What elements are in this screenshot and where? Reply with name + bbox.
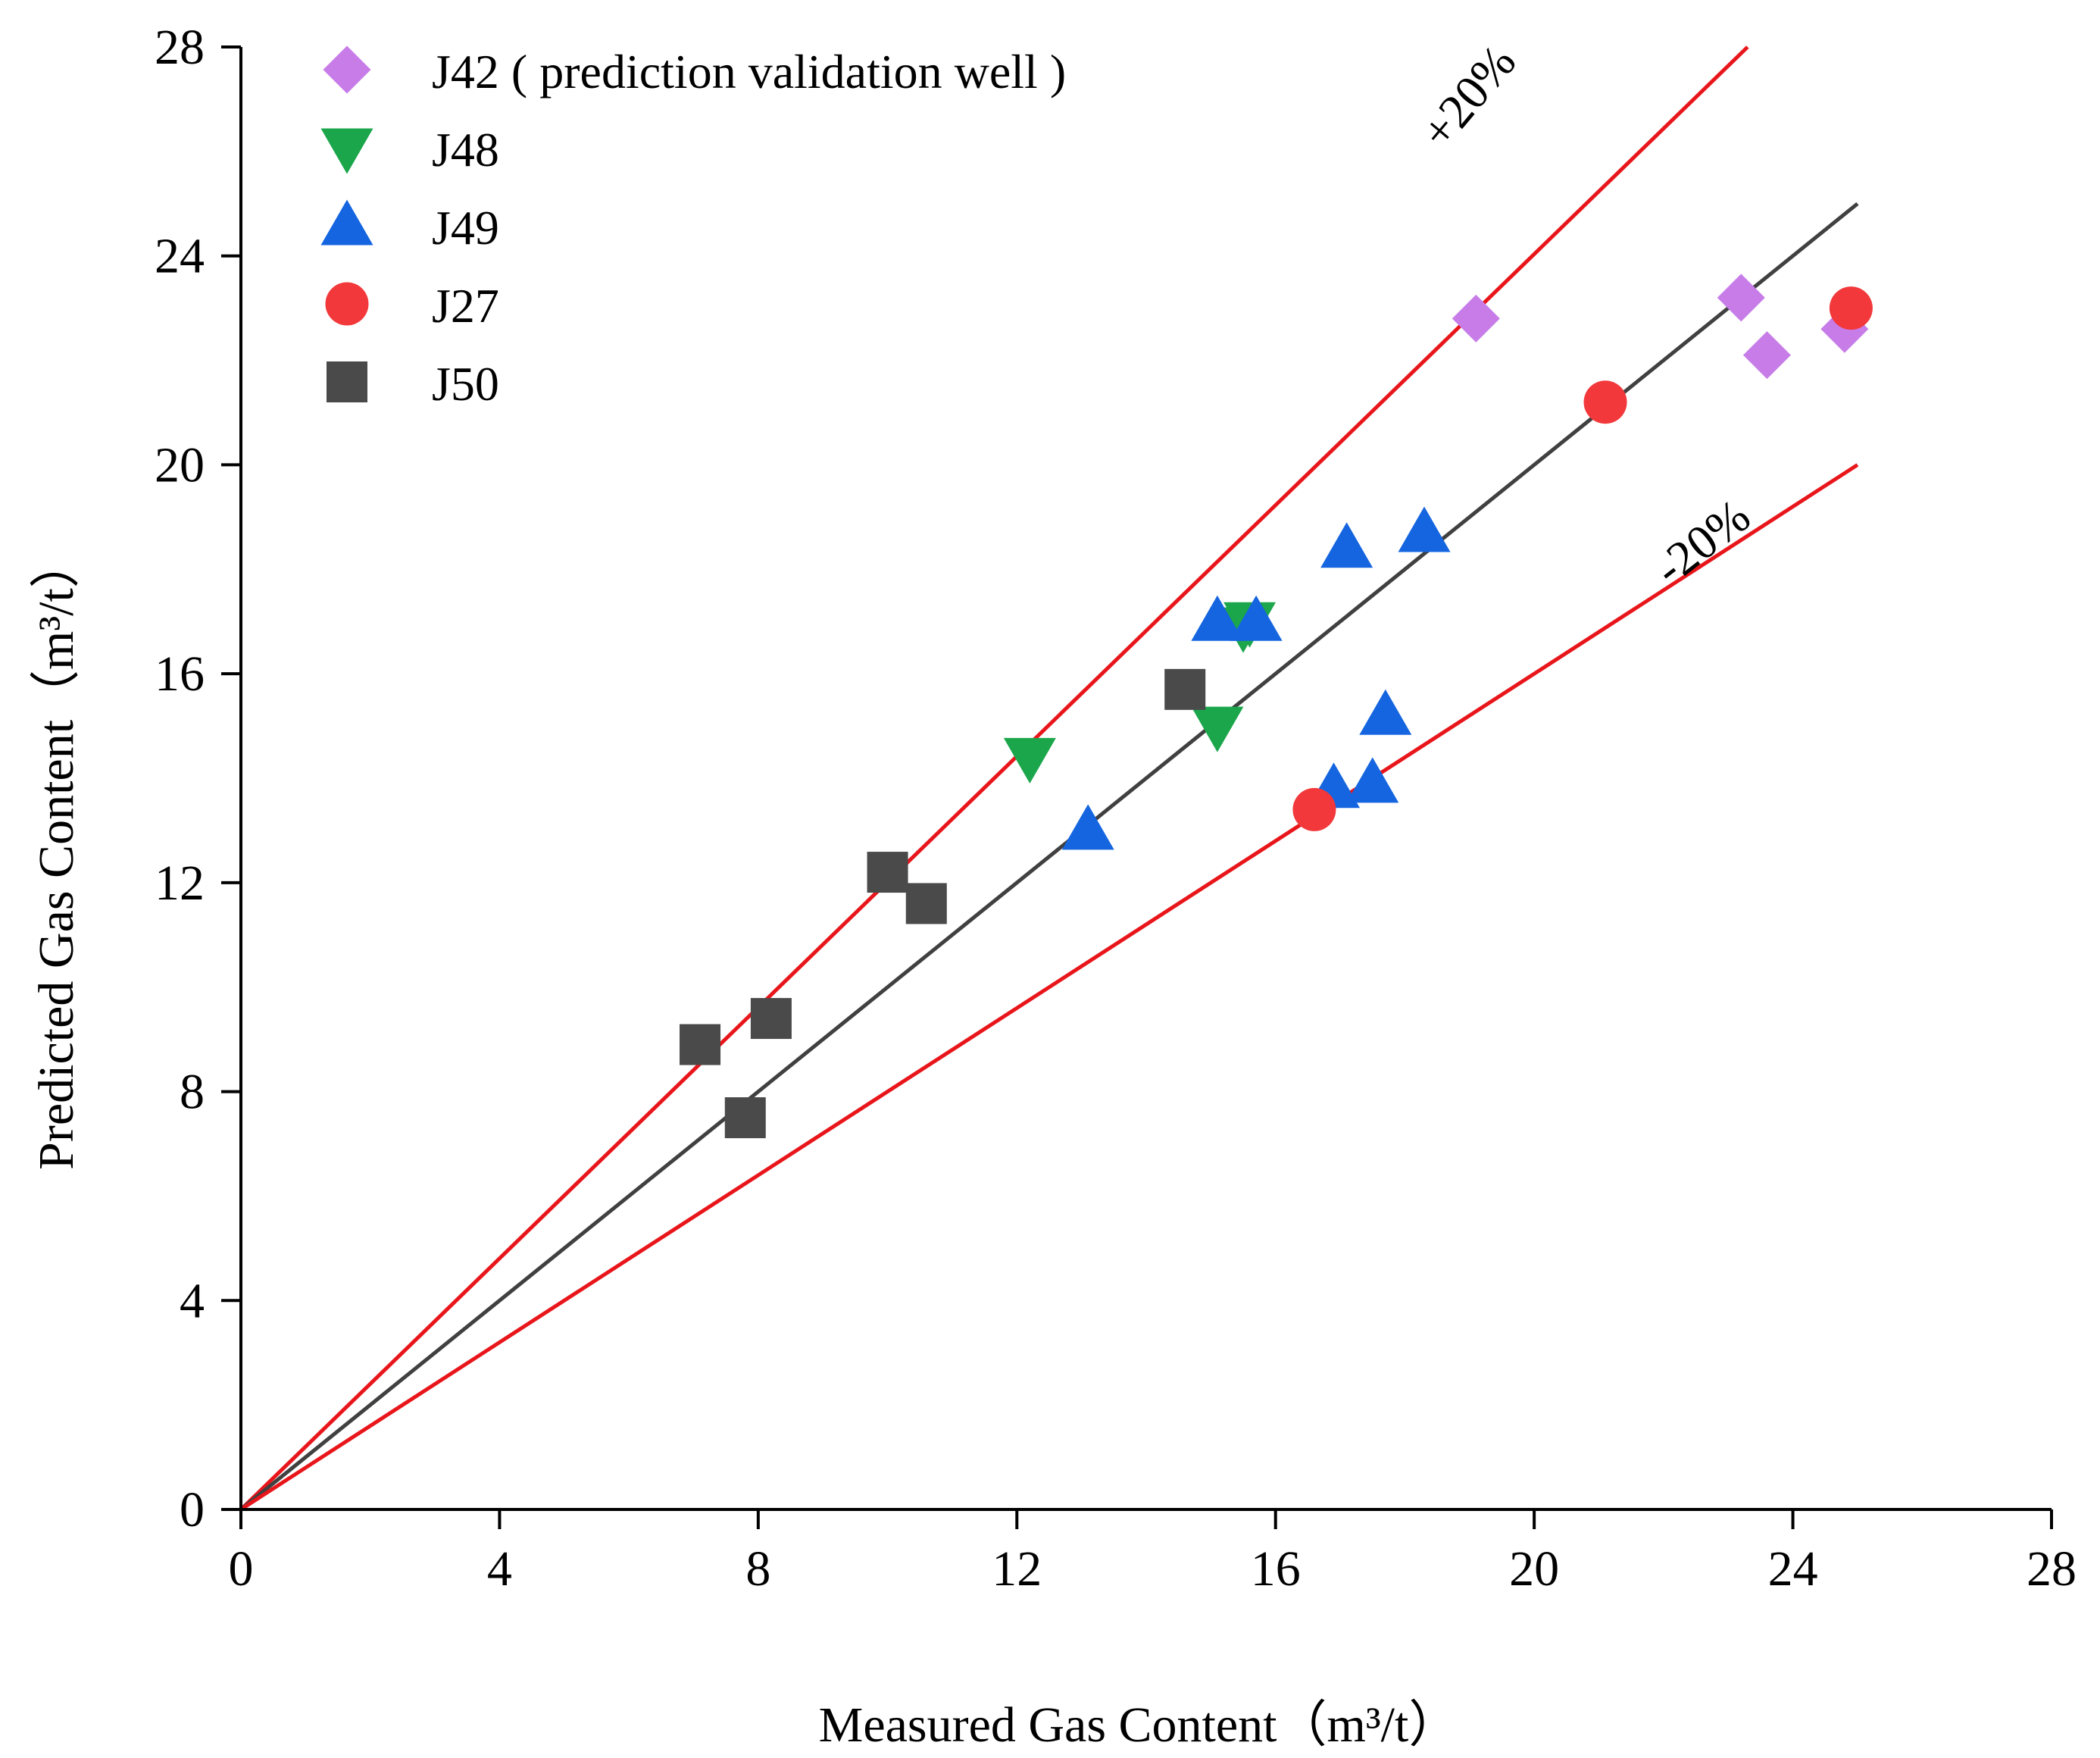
x-tick-label: 4	[487, 1541, 512, 1597]
data-point	[1717, 274, 1765, 322]
legend-marker	[327, 361, 367, 402]
y-tick-label: 28	[155, 20, 205, 75]
data-point	[680, 1024, 721, 1065]
y-tick-label: 24	[155, 229, 205, 284]
data-point	[1230, 595, 1283, 641]
legend-label: J49	[432, 201, 499, 255]
y-axis-title: Predicted Gas Content（m³/t）	[29, 538, 84, 1170]
data-point	[1061, 804, 1114, 850]
data-point	[1292, 787, 1336, 831]
legend-label: J50	[432, 357, 499, 411]
data-point	[905, 883, 947, 924]
x-tick-label: 24	[1768, 1541, 1818, 1597]
data-point	[1742, 331, 1791, 380]
x-tick-label: 8	[745, 1541, 770, 1597]
data-point	[1398, 506, 1451, 552]
series-2	[1061, 506, 1451, 850]
y-tick-label: 4	[180, 1273, 205, 1328]
reference-line-upper	[239, 45, 1749, 1511]
lower-band-label: -20%	[1644, 489, 1760, 596]
x-tick-label: 0	[229, 1541, 254, 1597]
legend-label: J48	[432, 123, 499, 177]
data-point	[1583, 380, 1627, 424]
data-point	[1164, 668, 1206, 710]
y-tick-label: 0	[180, 1482, 205, 1537]
x-tick-label: 12	[992, 1541, 1042, 1597]
data-point	[1829, 286, 1873, 330]
data-point	[750, 998, 792, 1040]
legend-marker	[320, 128, 373, 174]
legend-marker	[323, 45, 371, 94]
legend: J42 ( prediction validation well ) J48 J49…	[320, 45, 1066, 411]
data-point	[1003, 737, 1056, 784]
axes: 0 4 8 12 16 20 24 28 0 4 8 12 16 20 24 28 Measured Gas C…	[29, 20, 2077, 1753]
y-tick-label: 8	[180, 1065, 205, 1120]
legend-marker	[320, 199, 373, 246]
reference-line-identity	[239, 202, 1859, 1511]
reference-lines	[239, 45, 1859, 1512]
data-point	[724, 1097, 766, 1139]
x-tick-label: 16	[1251, 1541, 1301, 1597]
data-point	[1359, 689, 1412, 735]
x-tick-label: 28	[2027, 1541, 2077, 1597]
reference-line-lower	[239, 463, 1859, 1512]
y-tick-label: 20	[155, 437, 205, 493]
series-4	[680, 668, 1206, 1139]
data-point	[1320, 522, 1373, 568]
series-3	[1292, 286, 1873, 831]
legend-label: J42 ( prediction validation well )	[432, 45, 1066, 99]
x-tick-label: 20	[1509, 1541, 1559, 1597]
data-point	[1191, 595, 1244, 641]
data-point	[1191, 706, 1244, 752]
y-tick-label: 12	[155, 856, 205, 911]
y-tick-label: 16	[155, 646, 205, 702]
legend-label: J27	[432, 279, 499, 333]
legend-marker	[325, 282, 369, 326]
data-point	[1346, 757, 1399, 803]
x-axis-title: Measured Gas Content（m³/t）	[819, 1697, 1459, 1753]
data-points	[680, 274, 1873, 1139]
upper-band-label: +20%	[1410, 35, 1526, 158]
data-point	[1452, 294, 1500, 343]
data-point	[867, 852, 908, 893]
